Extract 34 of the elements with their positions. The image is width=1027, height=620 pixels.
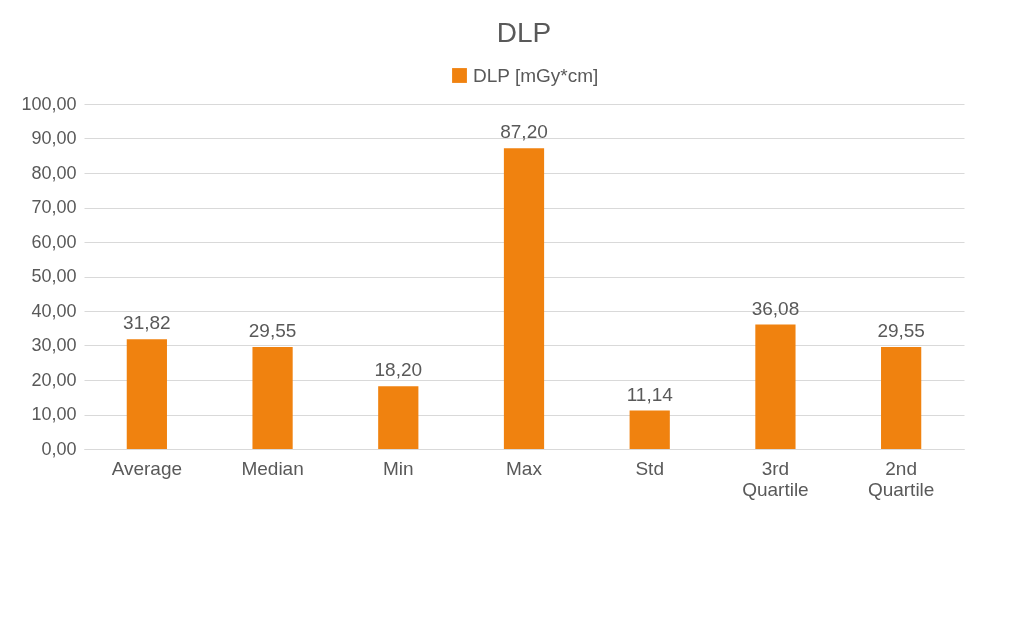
chart-title: DLP (496, 17, 552, 48)
y-tick-label: 50,00 (31, 266, 77, 286)
bar (503, 148, 545, 449)
y-tick-label: 30,00 (31, 335, 77, 355)
bar (881, 347, 922, 449)
x-tick-label: Average (111, 457, 183, 479)
y-tick-label: 80,00 (31, 162, 77, 183)
y-tick-label: 100,00 (21, 93, 77, 114)
x-tick-label: Max (506, 457, 543, 479)
x-tick-label: 3rd Quartile (742, 457, 809, 500)
bar (629, 410, 670, 449)
x-tick-label: Min (382, 457, 414, 479)
data-label: 87,20 (500, 121, 548, 143)
x-tick-label: Median (241, 457, 304, 479)
x-tick-label: Std (635, 457, 664, 479)
data-label: 18,20 (374, 359, 423, 381)
bar (126, 339, 167, 449)
data-label: 36,08 (751, 297, 800, 319)
data-label: 29,55 (877, 320, 925, 342)
y-tick-label: 40,00 (31, 300, 77, 321)
bar (378, 386, 419, 449)
data-label: 31,82 (123, 312, 171, 334)
legend-label: DLP [mGy*cm] (473, 64, 599, 86)
bar (755, 324, 796, 449)
y-tick-label: 70,00 (31, 197, 77, 217)
x-tick-label: 2nd Quartile (867, 457, 935, 500)
y-tick-label: 0,00 (41, 438, 77, 459)
data-label: 11,14 (626, 383, 674, 405)
y-tick-label: 90,00 (31, 128, 77, 148)
y-tick-label: 20,00 (31, 369, 77, 390)
y-tick-label: 10,00 (31, 404, 77, 424)
bar (252, 347, 293, 449)
y-tick-label: 60,00 (31, 231, 77, 252)
data-label: 29,55 (248, 320, 297, 342)
